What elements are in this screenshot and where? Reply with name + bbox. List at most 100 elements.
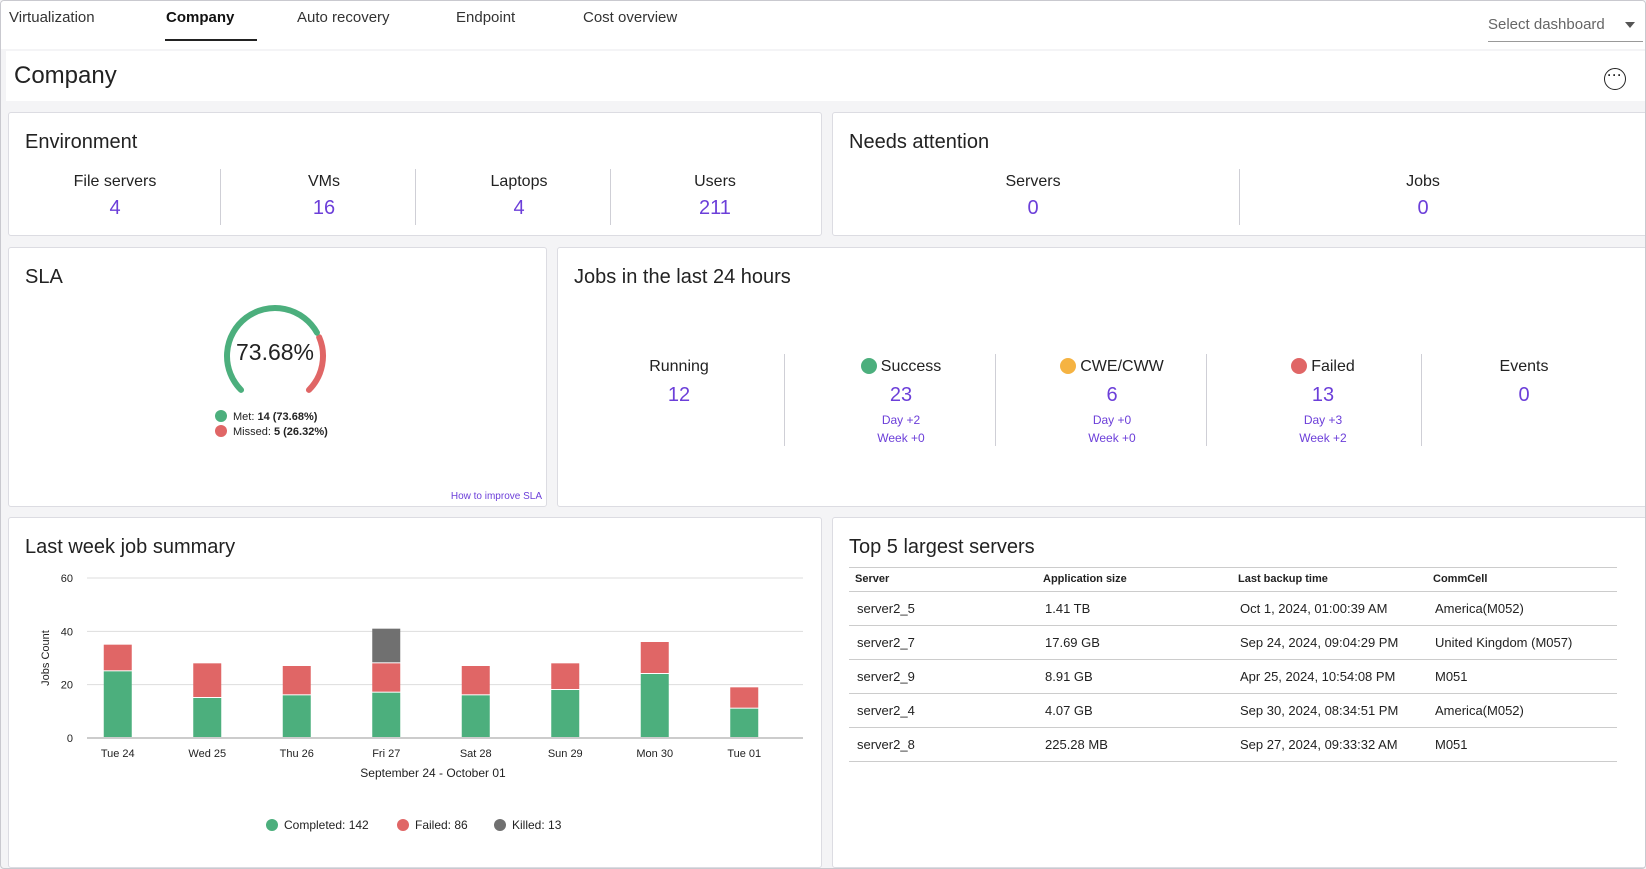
cell-application-size: 225.28 MB (1037, 727, 1232, 762)
table-row[interactable]: server2_5 1.41 TB Oct 1, 2024, 01:00:39 … (849, 591, 1617, 626)
column-header-commcell[interactable]: CommCell (1427, 567, 1617, 592)
x-tick-label: Tue 24 (101, 748, 135, 760)
tab-company[interactable]: Company (166, 9, 235, 26)
stat-label: File servers (73, 173, 157, 190)
sla-missed-arc (305, 334, 326, 393)
tab-virtualization[interactable]: Virtualization (9, 9, 95, 26)
ellipsis-circle-icon[interactable]: ··· (1604, 68, 1626, 90)
stat-value[interactable]: 0 (1027, 197, 1039, 219)
column-header-application-size[interactable]: Application size (1037, 567, 1232, 592)
cell-commcell: M051 (1427, 659, 1617, 694)
job-stat-events[interactable]: Events 0 (1424, 358, 1624, 407)
stat-value[interactable]: 4 (109, 197, 121, 219)
select-dashboard-dropdown[interactable]: Select dashboard (1488, 16, 1643, 42)
sla-legend-met: Met: 14 (73.68%) (215, 410, 317, 423)
bar-segment-failed (640, 642, 669, 673)
divider (995, 354, 996, 446)
bar-segment-completed (103, 671, 132, 737)
divider (415, 169, 416, 225)
x-tick-label: Tue 01 (727, 748, 761, 760)
stat-value[interactable]: 16 (312, 197, 336, 219)
met-dot-icon (215, 410, 227, 422)
bar-segment-failed (730, 687, 759, 708)
job-stat-day: Day +0 (1092, 413, 1132, 427)
stat-label: Laptops (490, 173, 548, 190)
chevron-down-icon (1625, 22, 1635, 28)
stat-value[interactable]: 211 (699, 197, 731, 219)
met-label: Met: (233, 411, 255, 423)
table-row[interactable]: server2_7 17.69 GB Sep 24, 2024, 09:04:2… (849, 625, 1617, 660)
cell-server[interactable]: server2_7 (849, 625, 1037, 660)
cell-commcell: America(M052) (1427, 693, 1617, 728)
job-stat-cwe[interactable]: CWE/CWW 6 Day +0 Week +0 (1012, 358, 1212, 447)
stat-jobs[interactable]: Jobs 0 (1333, 173, 1513, 220)
bar-segment-failed (372, 663, 401, 692)
stat-file-servers[interactable]: File servers 4 (25, 173, 205, 220)
cell-application-size: 4.07 GB (1037, 693, 1232, 728)
success-dot-icon (860, 358, 877, 374)
environment-title: Environment (25, 131, 138, 153)
stat-label: VMs (308, 173, 340, 190)
job-stat-failed[interactable]: Failed 13 Day +3 Week +2 (1223, 358, 1423, 447)
job-stat-label: CWE/CWW (1080, 358, 1164, 375)
job-stat-label: Success (880, 358, 942, 375)
bar-segment-completed (372, 692, 401, 737)
job-stat-value[interactable]: 6 (1106, 384, 1118, 406)
job-stat-value[interactable]: 12 (667, 384, 691, 406)
tab-auto-recovery[interactable]: Auto recovery (297, 9, 390, 26)
stat-vms[interactable]: VMs 16 (234, 173, 414, 220)
sla-met-arc (224, 305, 320, 393)
job-stat-week: Week +0 (877, 431, 925, 445)
tab-cost-overview[interactable]: Cost overview (583, 9, 678, 26)
legend-completed[interactable]: Completed: 142 (266, 818, 369, 832)
sla-gauge[interactable]: 73.68% (219, 300, 331, 404)
improve-sla-link[interactable]: How to improve SLA (450, 491, 542, 502)
cell-server[interactable]: server2_4 (849, 693, 1037, 728)
legend-killed[interactable]: Killed: 13 (494, 818, 561, 832)
needs-attention-card: Needs attention Servers 0 Jobs 0 (832, 112, 1645, 236)
job-stat-label: Events (1499, 358, 1549, 375)
table-row[interactable]: server2_8 225.28 MB Sep 27, 2024, 09:33:… (849, 727, 1617, 762)
y-tick-label: 0 (67, 733, 73, 745)
bar-segment-failed (282, 666, 311, 695)
tab-endpoint[interactable]: Endpoint (456, 9, 516, 26)
stat-value[interactable]: 0 (1417, 197, 1429, 219)
cell-server[interactable]: server2_5 (849, 591, 1037, 626)
y-tick-label: 60 (61, 573, 73, 585)
cell-server[interactable]: server2_9 (849, 659, 1037, 694)
stat-value[interactable]: 4 (513, 197, 525, 219)
legend-failed[interactable]: Failed: 86 (397, 818, 468, 832)
environment-card: Environment File servers 4 VMs 16 Laptop… (8, 112, 822, 236)
job-stat-success[interactable]: Success 23 Day +2 Week +0 (801, 358, 1001, 447)
stat-laptops[interactable]: Laptops 4 (429, 173, 609, 220)
job-stat-week: Week +0 (1088, 431, 1136, 445)
cell-last-backup-time: Sep 27, 2024, 09:33:32 AM (1232, 727, 1427, 762)
cell-last-backup-time: Sep 30, 2024, 08:34:51 PM (1232, 693, 1427, 728)
stat-servers[interactable]: Servers 0 (943, 173, 1123, 220)
bar-segment-failed (103, 644, 132, 671)
top-servers-card: Top 5 largest servers Server Application… (832, 517, 1645, 868)
cell-server[interactable]: server2_8 (849, 727, 1037, 762)
failed-dot-icon (397, 819, 409, 831)
y-tick-label: 40 (61, 626, 73, 638)
table-row[interactable]: server2_4 4.07 GB Sep 30, 2024, 08:34:51… (849, 693, 1617, 728)
job-stat-value[interactable]: 13 (1311, 384, 1335, 406)
bar-segment-completed (282, 695, 311, 737)
table-row[interactable]: server2_9 8.91 GB Apr 25, 2024, 10:54:08… (849, 659, 1617, 694)
job-stat-label: Failed (1311, 358, 1355, 375)
column-header-last-backup-time[interactable]: Last backup time (1232, 567, 1427, 592)
job-stat-value[interactable]: 23 (889, 384, 913, 406)
cell-commcell: America(M052) (1427, 591, 1617, 626)
stat-users[interactable]: Users 211 (625, 173, 805, 220)
job-stat-label: Running (649, 358, 709, 375)
cell-last-backup-time: Sep 24, 2024, 09:04:29 PM (1232, 625, 1427, 660)
divider (1206, 354, 1207, 446)
job-summary-chart: 0 20 40 60 Jobs Count Tue 24 Wed 25 Thu 26 Fri 2… (40, 573, 803, 780)
x-axis-label: September 24 - October 01 (360, 766, 506, 780)
completed-dot-icon (266, 819, 278, 831)
job-stat-running[interactable]: Running 12 (579, 358, 779, 407)
job-stat-value[interactable]: 0 (1518, 384, 1530, 406)
bar-segment-completed (730, 708, 759, 737)
column-header-server[interactable]: Server (849, 567, 1037, 592)
stat-label: Servers (1005, 173, 1061, 190)
